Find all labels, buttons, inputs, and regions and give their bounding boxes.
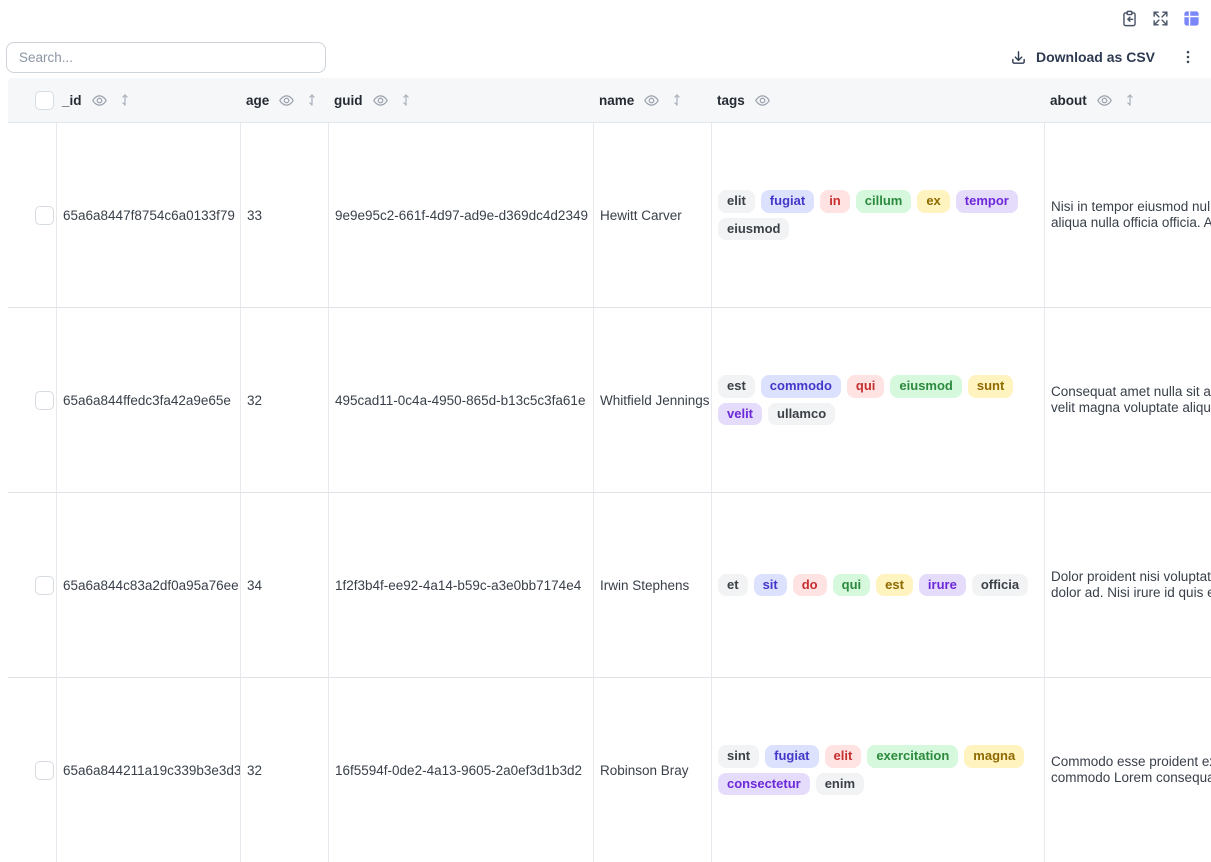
tag-badge: magna: [964, 744, 1025, 768]
search-input[interactable]: [6, 41, 326, 73]
cell-age: 32: [240, 308, 328, 492]
header-tags: tags: [711, 92, 1044, 109]
eye-icon[interactable]: [372, 92, 389, 109]
cell-guid: 9e9e95c2-661f-4d97-ad9e-d369dc4d2349: [328, 123, 593, 307]
tag-badge: est: [876, 573, 913, 597]
tag-badge: ullamco: [768, 402, 836, 426]
cell-name: Whitfield Jennings: [593, 308, 711, 492]
cell-name: Hewitt Carver: [593, 123, 711, 307]
tag-badge: elit: [824, 744, 862, 768]
cell-guid: 1f2f3b4f-ee92-4a14-b59c-a3e0bb7174e4: [328, 493, 593, 677]
tag-badge: sint: [718, 744, 760, 768]
tag-badge: eiusmod: [718, 217, 790, 241]
tag-badge: fugiat: [760, 189, 815, 213]
tag-badge: sunt: [967, 374, 1014, 398]
cell-guid: 16f5594f-0de2-4a13-9605-2a0ef3d1b3d2: [328, 678, 593, 862]
sort-icon[interactable]: [117, 92, 133, 108]
more-options-icon[interactable]: [1177, 46, 1199, 68]
tag-badge: commodo: [760, 374, 841, 398]
header-age-label: age: [246, 92, 270, 108]
toolbar: Download as CSV: [0, 36, 1211, 78]
tag-badge: enim: [815, 772, 865, 796]
download-csv-button[interactable]: Download as CSV: [1010, 49, 1155, 66]
header-tags-label: tags: [717, 92, 745, 108]
row-checkbox[interactable]: [35, 390, 54, 410]
row-checkbox[interactable]: [35, 575, 54, 595]
table-row: 65a6a8447f8754c6a0133f79 33 9e9e95c2-661…: [8, 123, 1211, 308]
table-view-icon[interactable]: [1182, 9, 1201, 28]
table-header-row: _id age guid name tags about: [8, 78, 1211, 123]
tag-badge: qui: [846, 374, 885, 398]
cell-guid: 495cad11-0c4a-4950-865d-b13c5c3fa61e: [328, 308, 593, 492]
maximize-icon[interactable]: [1151, 9, 1170, 28]
cell-name: Robinson Bray: [593, 678, 711, 862]
cell-about: Nisi in tempor eiusmod nulla aliqua null…: [1044, 123, 1211, 307]
tag-badge: ex: [917, 189, 950, 213]
header-guid-label: guid: [334, 92, 363, 108]
eye-icon[interactable]: [754, 92, 771, 109]
eye-icon[interactable]: [1096, 92, 1113, 109]
tag-badge: eiusmod: [890, 374, 962, 398]
tag-badge: et: [718, 573, 748, 597]
tag-badge: tempor: [955, 189, 1018, 213]
tag-badge: velit: [718, 402, 763, 426]
header-name: name: [593, 92, 711, 109]
tag-badge: sit: [753, 573, 787, 597]
tag-badge: est: [718, 374, 755, 398]
cell-tags: et sit do qui est irure officia: [711, 493, 1044, 677]
tag-badge: do: [792, 573, 827, 597]
header-select: [8, 90, 56, 110]
tag-badge: fugiat: [765, 744, 819, 768]
header-id: _id: [56, 92, 240, 109]
cell-name: Irwin Stephens: [593, 493, 711, 677]
cell-id: 65a6a844c83a2df0a95a76ee: [56, 493, 240, 677]
cell-age: 33: [240, 123, 328, 307]
tag-badge: qui: [832, 573, 871, 597]
sort-icon[interactable]: [398, 92, 414, 108]
tag-badge: consectetur: [718, 772, 810, 796]
table-row: 65a6a844211a19c339b3e3d3 32 16f5594f-0de…: [8, 678, 1211, 862]
tag-badge: in: [820, 189, 850, 213]
cell-tags: elit fugiat in cillum ex tempor eiusmod: [711, 123, 1044, 307]
table-row: 65a6a844ffedc3fa42a9e65e 32 495cad11-0c4…: [8, 308, 1211, 493]
header-age: age: [240, 92, 328, 109]
header-about: about: [1044, 92, 1211, 109]
cell-about: Commodo esse proident ex commodo Lorem c…: [1044, 678, 1211, 862]
cell-about: Consequat amet nulla sit aut velit magna…: [1044, 308, 1211, 492]
cell-id: 65a6a844211a19c339b3e3d3: [56, 678, 240, 862]
header-name-label: name: [599, 92, 635, 108]
download-csv-label: Download as CSV: [1035, 49, 1155, 65]
eye-icon[interactable]: [643, 92, 660, 109]
table-row: 65a6a844c83a2df0a95a76ee 34 1f2f3b4f-ee9…: [8, 493, 1211, 678]
tag-badge: officia: [971, 573, 1029, 597]
cell-tags: est commodo qui eiusmod sunt velit ullam…: [711, 308, 1044, 492]
row-checkbox[interactable]: [35, 205, 54, 225]
cell-about: Dolor proident nisi voluptate dolor ad. …: [1044, 493, 1211, 677]
copy-to-clipboard-icon[interactable]: [1120, 9, 1139, 28]
sort-icon[interactable]: [304, 92, 320, 108]
header-about-label: about: [1050, 92, 1087, 108]
sort-icon[interactable]: [1122, 92, 1138, 108]
download-icon: [1010, 49, 1027, 66]
cell-age: 34: [240, 493, 328, 677]
eye-icon[interactable]: [278, 92, 295, 109]
header-id-label: _id: [62, 92, 82, 108]
data-table: _id age guid name tags about: [8, 78, 1211, 862]
cell-age: 32: [240, 678, 328, 862]
cell-id: 65a6a844ffedc3fa42a9e65e: [56, 308, 240, 492]
tag-badge: elit: [718, 189, 755, 213]
cell-tags: sint fugiat elit exercitation magna cons…: [711, 678, 1044, 862]
eye-icon[interactable]: [91, 92, 108, 109]
tag-badge: irure: [918, 573, 966, 597]
tag-badge: exercitation: [867, 744, 959, 768]
toolbar-right: Download as CSV: [1010, 46, 1199, 68]
tag-badge: cillum: [855, 189, 912, 213]
top-icon-bar: [0, 0, 1211, 36]
cell-id: 65a6a8447f8754c6a0133f79: [56, 123, 240, 307]
sort-icon[interactable]: [669, 92, 685, 108]
select-all-checkbox[interactable]: [35, 90, 54, 110]
header-guid: guid: [328, 92, 593, 109]
row-checkbox[interactable]: [35, 760, 54, 780]
